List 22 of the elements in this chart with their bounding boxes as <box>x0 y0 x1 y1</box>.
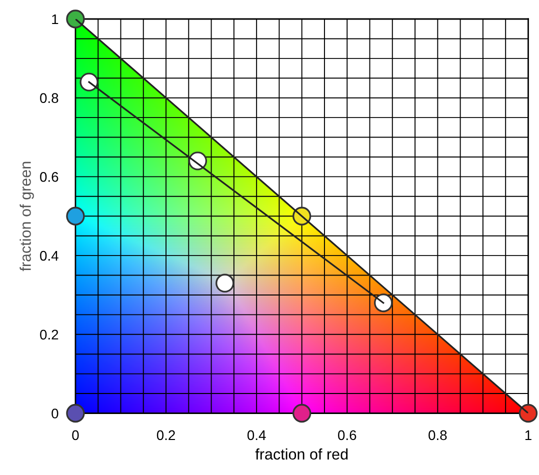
point <box>374 294 393 312</box>
x-tick-label: 0 <box>72 430 79 440</box>
x-tick-label: 0.4 <box>247 430 266 440</box>
y-tick-label: 0.8 <box>40 93 58 104</box>
point <box>66 404 85 423</box>
point <box>66 10 85 28</box>
y-tick-label: 0 <box>52 408 58 418</box>
x-tick-label: 0.8 <box>428 430 447 440</box>
x-tick-label: 0.2 <box>156 430 175 440</box>
point <box>80 72 98 92</box>
point <box>66 206 85 226</box>
point <box>216 274 234 292</box>
y-tick-label: 0.4 <box>40 250 58 261</box>
y-axis-title: fraction of green <box>20 162 34 272</box>
y-tick-label: 0.2 <box>40 330 58 340</box>
y-tick-label: 0.6 <box>40 172 58 182</box>
point <box>518 404 538 423</box>
x-tick-label: 1 <box>525 430 532 440</box>
point <box>292 404 312 423</box>
y-tick-label: 1 <box>52 14 58 24</box>
x-tick-label: 0.6 <box>338 430 356 440</box>
x-axis-title: fraction of red <box>255 448 348 460</box>
